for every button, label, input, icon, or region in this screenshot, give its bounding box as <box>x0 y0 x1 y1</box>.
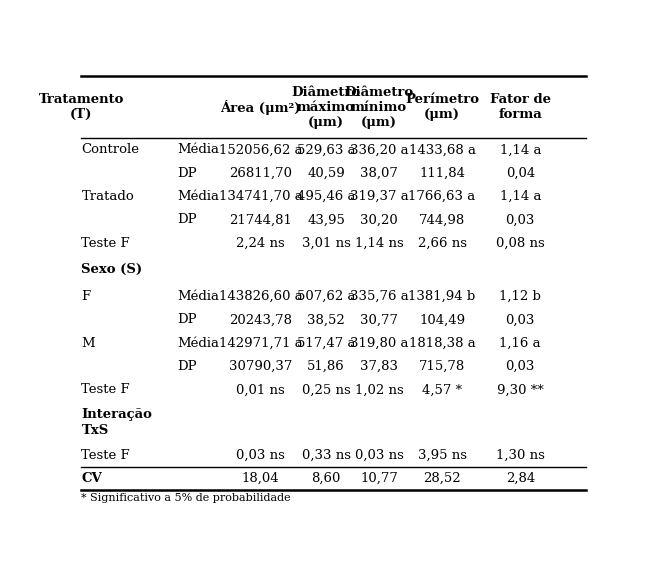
Text: 1818,38 a: 1818,38 a <box>409 337 475 350</box>
Text: 0,33 ns: 0,33 ns <box>301 449 351 461</box>
Text: Interação
TxS: Interação TxS <box>81 408 152 437</box>
Text: Tratamento
(T): Tratamento (T) <box>38 93 124 121</box>
Text: 0,08 ns: 0,08 ns <box>496 236 545 250</box>
Text: Fator de
forma: Fator de forma <box>490 93 551 121</box>
Text: Teste F: Teste F <box>81 383 130 397</box>
Text: 0,03 ns: 0,03 ns <box>355 449 404 461</box>
Text: 43,95: 43,95 <box>307 213 345 227</box>
Text: 18,04: 18,04 <box>242 472 279 485</box>
Text: 9,30 **: 9,30 ** <box>497 383 544 397</box>
Text: Área (μm²): Área (μm²) <box>220 99 301 114</box>
Text: 1,14 a: 1,14 a <box>499 143 541 157</box>
Text: 744,98: 744,98 <box>419 213 465 227</box>
Text: Sexo (S): Sexo (S) <box>81 264 143 276</box>
Text: Diâmetro
máximo
(μm): Diâmetro máximo (μm) <box>292 86 361 129</box>
Text: 1,14 ns: 1,14 ns <box>355 236 404 250</box>
Text: 38,07: 38,07 <box>360 167 398 180</box>
Text: 495,46 a: 495,46 a <box>297 190 355 203</box>
Text: 2,24 ns: 2,24 ns <box>236 236 285 250</box>
Text: 1433,68 a: 1433,68 a <box>409 143 476 157</box>
Text: M: M <box>81 337 95 350</box>
Text: Perímetro
(μm): Perímetro (μm) <box>405 93 479 121</box>
Text: 1,30 ns: 1,30 ns <box>496 449 545 461</box>
Text: Teste F: Teste F <box>81 236 130 250</box>
Text: * Significativo a 5% de probabilidade: * Significativo a 5% de probabilidade <box>81 492 291 502</box>
Text: 0,03 ns: 0,03 ns <box>236 449 285 461</box>
Text: 143826,60 a: 143826,60 a <box>219 290 302 303</box>
Text: 142971,71 a: 142971,71 a <box>219 337 302 350</box>
Text: 10,77: 10,77 <box>360 472 398 485</box>
Text: 30790,37: 30790,37 <box>229 360 292 373</box>
Text: Média: Média <box>177 290 219 303</box>
Text: 1,14 a: 1,14 a <box>499 190 541 203</box>
Text: 2,84: 2,84 <box>506 472 535 485</box>
Text: DP: DP <box>177 360 197 373</box>
Text: Tratado: Tratado <box>81 190 134 203</box>
Text: 1766,63 a: 1766,63 a <box>408 190 476 203</box>
Text: 0,04: 0,04 <box>506 167 535 180</box>
Text: Teste F: Teste F <box>81 449 130 461</box>
Text: 111,84: 111,84 <box>419 167 465 180</box>
Text: DP: DP <box>177 167 197 180</box>
Text: 4,57 *: 4,57 * <box>422 383 462 397</box>
Text: DP: DP <box>177 313 197 327</box>
Text: Média: Média <box>177 337 219 350</box>
Text: 1,02 ns: 1,02 ns <box>355 383 404 397</box>
Text: 0,03: 0,03 <box>506 360 535 373</box>
Text: 20243,78: 20243,78 <box>229 313 292 327</box>
Text: 30,77: 30,77 <box>360 313 398 327</box>
Text: 37,83: 37,83 <box>360 360 398 373</box>
Text: 3,95 ns: 3,95 ns <box>417 449 467 461</box>
Text: F: F <box>81 290 90 303</box>
Text: 38,52: 38,52 <box>307 313 345 327</box>
Text: 21744,81: 21744,81 <box>229 213 292 227</box>
Text: 1,16 a: 1,16 a <box>499 337 541 350</box>
Text: 30,20: 30,20 <box>360 213 398 227</box>
Text: 0,03: 0,03 <box>506 313 535 327</box>
Text: 319,80 a: 319,80 a <box>350 337 408 350</box>
Text: 1,12 b: 1,12 b <box>499 290 541 303</box>
Text: 319,37 a: 319,37 a <box>350 190 408 203</box>
Text: 336,20 a: 336,20 a <box>350 143 408 157</box>
Text: 0,25 ns: 0,25 ns <box>301 383 350 397</box>
Text: 152056,62 a: 152056,62 a <box>219 143 302 157</box>
Text: 26811,70: 26811,70 <box>229 167 292 180</box>
Text: 507,62 a: 507,62 a <box>297 290 355 303</box>
Text: 1381,94 b: 1381,94 b <box>408 290 476 303</box>
Text: 104,49: 104,49 <box>419 313 465 327</box>
Text: CV: CV <box>81 472 102 485</box>
Text: 715,78: 715,78 <box>419 360 465 373</box>
Text: 51,86: 51,86 <box>307 360 345 373</box>
Text: 2,66 ns: 2,66 ns <box>417 236 467 250</box>
Text: 529,63 a: 529,63 a <box>297 143 355 157</box>
Text: Média: Média <box>177 143 219 157</box>
Text: 40,59: 40,59 <box>307 167 345 180</box>
Text: 28,52: 28,52 <box>423 472 461 485</box>
Text: Diâmetro
mínimo
(μm): Diâmetro mínimo (μm) <box>344 86 413 129</box>
Text: 134741,70 a: 134741,70 a <box>219 190 302 203</box>
Text: 3,01 ns: 3,01 ns <box>301 236 350 250</box>
Text: 8,60: 8,60 <box>311 472 340 485</box>
Text: 335,76 a: 335,76 a <box>350 290 408 303</box>
Text: Controle: Controle <box>81 143 139 157</box>
Text: 0,03: 0,03 <box>506 213 535 227</box>
Text: Média: Média <box>177 190 219 203</box>
Text: DP: DP <box>177 213 197 227</box>
Text: 517,47 a: 517,47 a <box>297 337 355 350</box>
Text: 0,01 ns: 0,01 ns <box>236 383 285 397</box>
